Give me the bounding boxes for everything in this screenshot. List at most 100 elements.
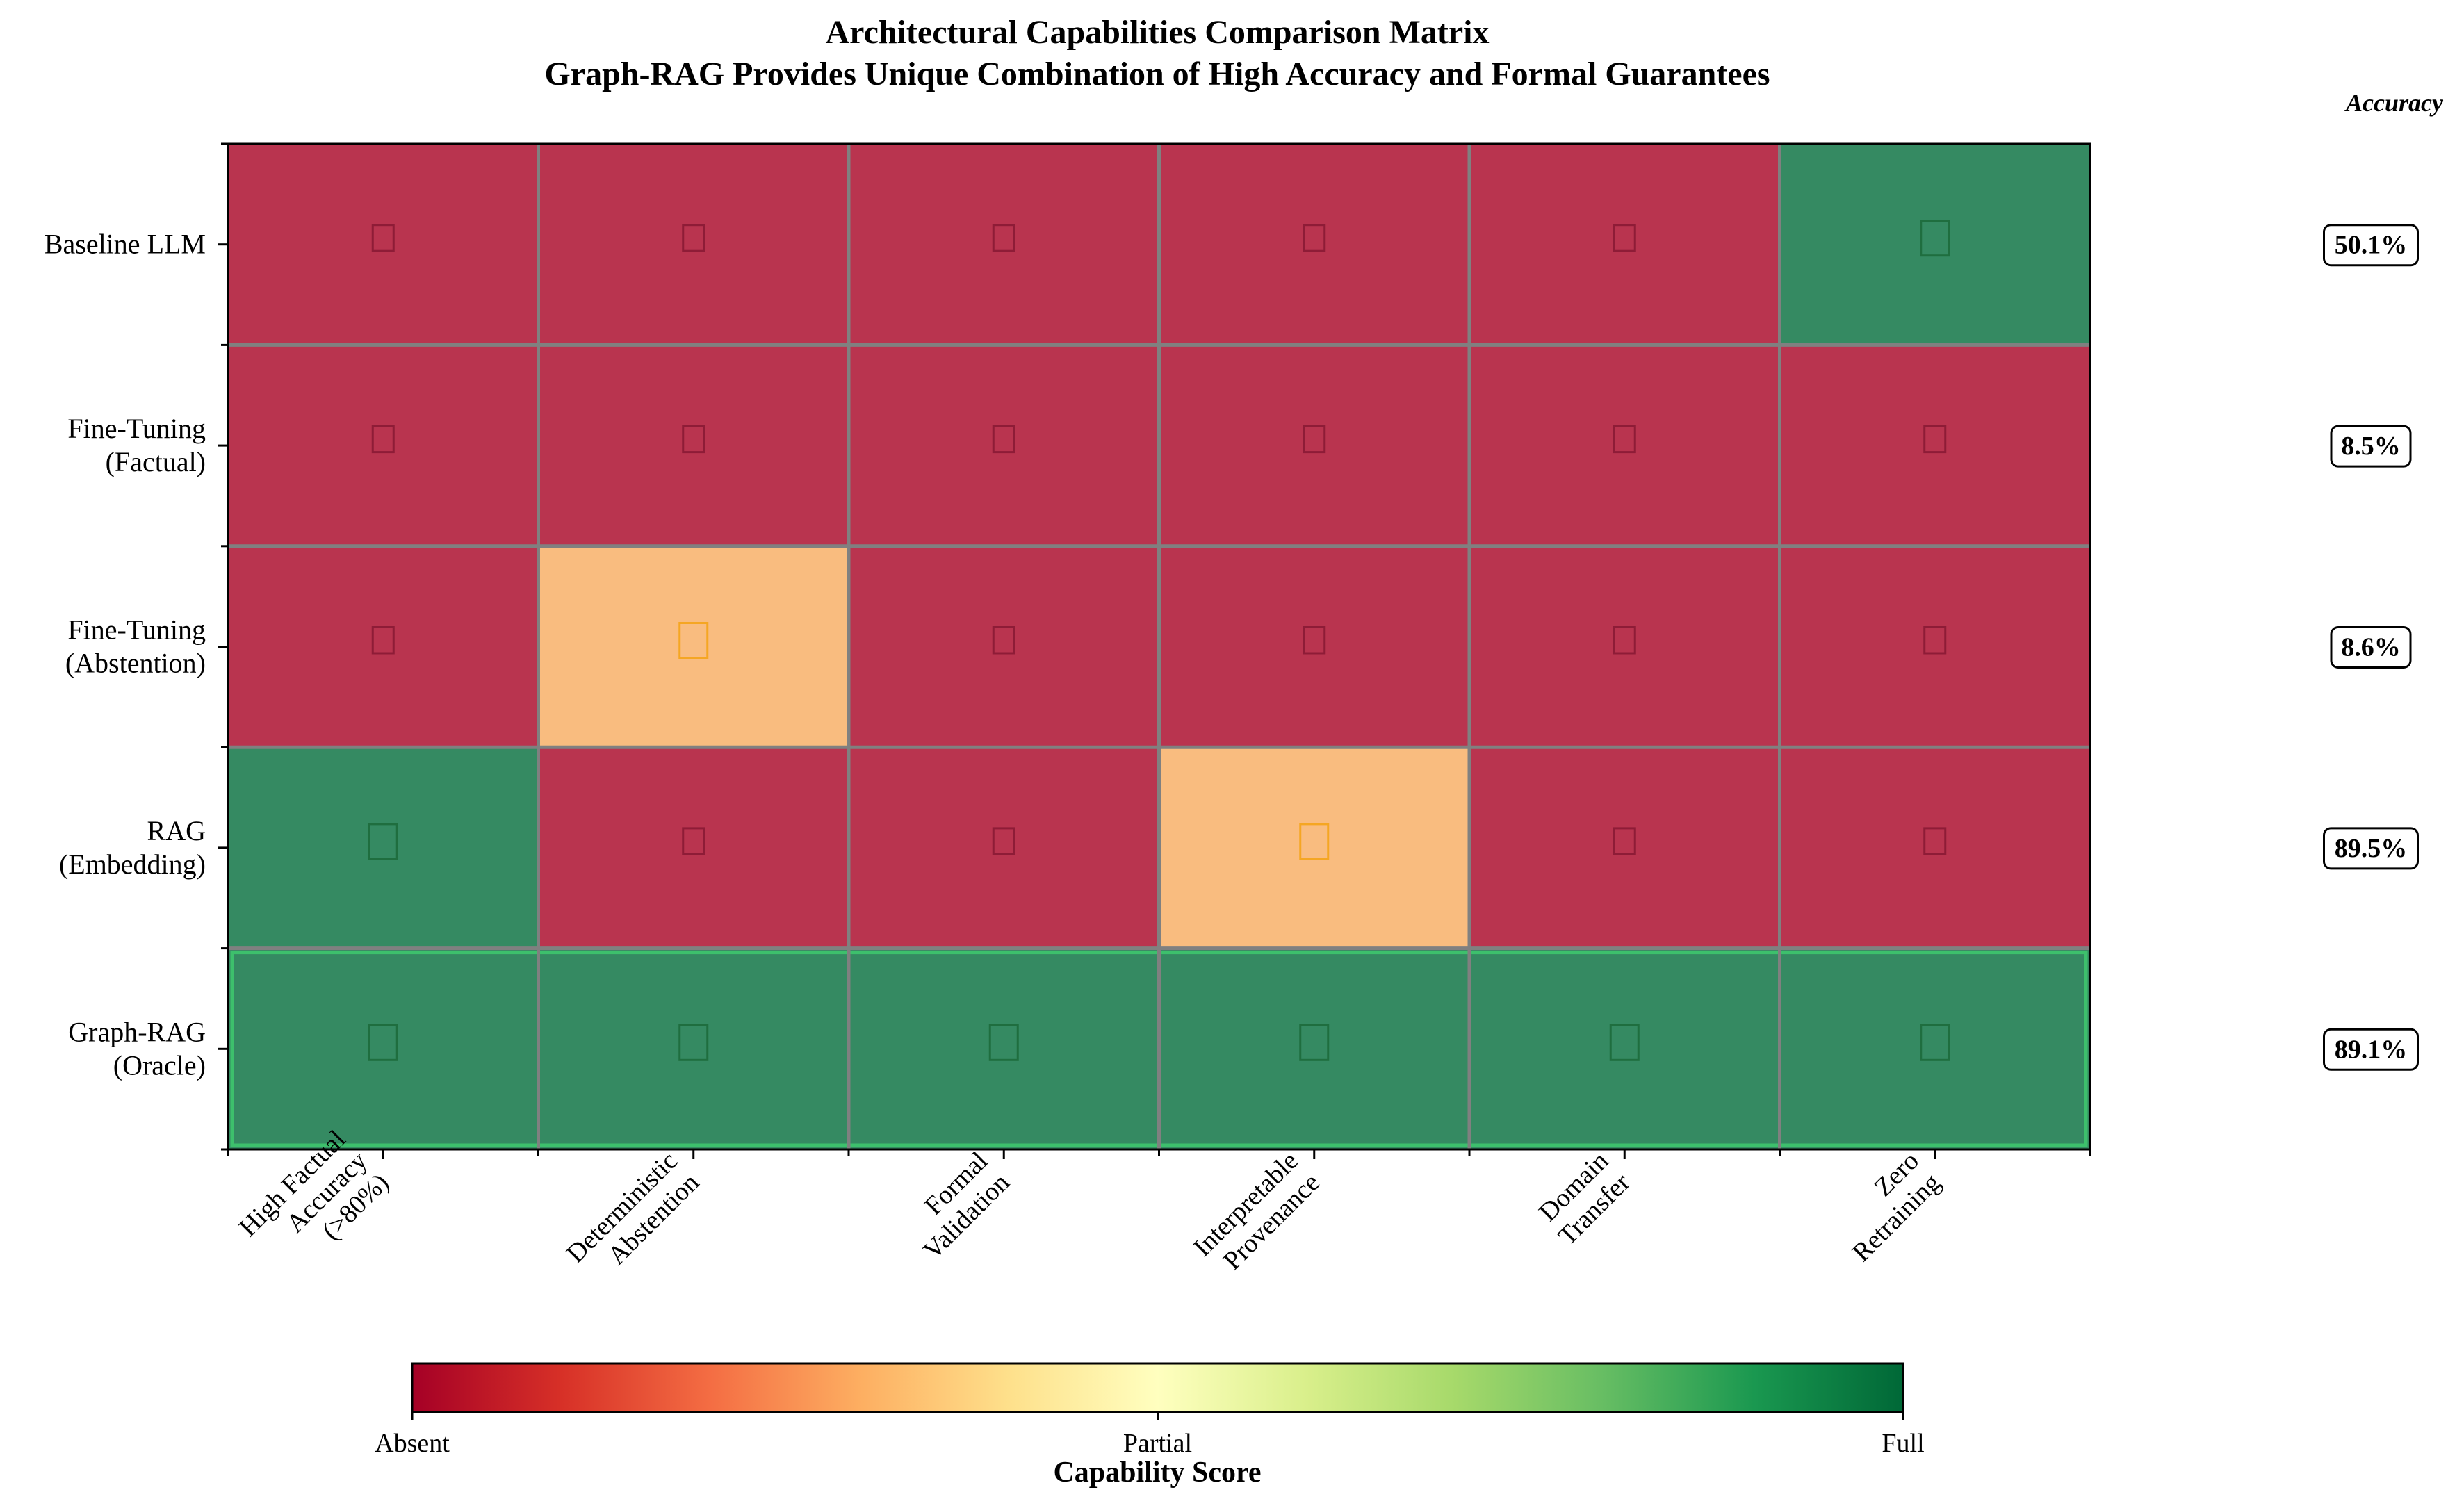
- cell-status-mark: [988, 1024, 1019, 1061]
- cell-status-mark: [1299, 823, 1330, 860]
- cell-status-mark: [1923, 626, 1947, 655]
- heatmap-cell: [849, 747, 1159, 949]
- cell-status-mark: [371, 224, 395, 252]
- heatmap-cell: [228, 546, 539, 748]
- heatmap-cell: [228, 948, 539, 1149]
- colorbar-tick-label: Full: [1882, 1429, 1924, 1458]
- heatmap-cell: [1779, 546, 2090, 748]
- cell-status-mark: [1303, 626, 1326, 655]
- cell-status-mark: [371, 626, 395, 655]
- heatmap-cell: [1159, 948, 1469, 1149]
- row-label: Fine-Tuning (Factual): [67, 413, 206, 477]
- cell-status-mark: [682, 827, 705, 855]
- colorbar-ticks: Absent Partial Full: [375, 1412, 1925, 1458]
- heatmap-axes: [218, 142, 2091, 1159]
- chart-title: Architectural Capabilities Comparison Ma…: [825, 14, 1489, 51]
- cell-status-mark: [1299, 1024, 1330, 1061]
- row-label-line: (Abstention): [65, 648, 206, 679]
- heatmap-cell: [1469, 747, 1780, 949]
- cell-status-mark: [1613, 224, 1636, 252]
- cell-status-mark: [1303, 224, 1326, 252]
- heatmap-cell: [538, 345, 849, 546]
- heatmap-cell: [1159, 144, 1469, 345]
- accuracy-value: 89.5%: [2335, 834, 2408, 863]
- accuracy-badge: [2323, 1028, 2419, 1071]
- colorbar-title: Capability Score: [1053, 1457, 1261, 1489]
- cell-status-mark: [371, 425, 395, 454]
- heatmap-cell: [1469, 546, 1780, 748]
- heatmap-cell: [538, 144, 849, 345]
- heatmap-cell: [849, 144, 1159, 345]
- heatmap-grid: [228, 144, 2090, 1149]
- colorbar-tick-label: Partial: [1123, 1429, 1192, 1458]
- row-label-line: RAG: [147, 815, 206, 846]
- cell-status-mark: [1613, 425, 1636, 454]
- heatmap-cell: [1159, 747, 1469, 949]
- accuracy-badge: [2330, 425, 2412, 468]
- colorbar-gradient: [411, 1362, 1904, 1413]
- accuracy-labels: 50.1% 8.5% 8.6% 89.5% 89.1%: [2323, 224, 2419, 1071]
- cell-status-mark: [1613, 626, 1636, 655]
- accuracy-value: 89.1%: [2335, 1035, 2408, 1064]
- heatmap-cell: [1779, 747, 2090, 949]
- colorbar-tick-label: Absent: [375, 1429, 450, 1458]
- heatmap-cell: [1469, 345, 1780, 546]
- cell-status-mark: [992, 224, 1015, 252]
- heatmap-cell: [1779, 948, 2090, 1149]
- heatmap-cell: [228, 345, 539, 546]
- accuracy-column-header: Accuracy: [2344, 89, 2444, 117]
- cell-status-mark: [1303, 425, 1326, 454]
- heatmap-cells: [228, 144, 2090, 1149]
- row-label-line: (Embedding): [59, 849, 206, 880]
- heatmap-cell: [538, 747, 849, 949]
- colorbar: Absent Partial Full Capability Score: [375, 1362, 1925, 1489]
- heatmap-cell: [849, 546, 1159, 748]
- accuracy-value: 8.5%: [2341, 432, 2401, 461]
- heatmap-cell: [1159, 345, 1469, 546]
- cell-status-mark: [682, 425, 705, 454]
- row-label: Graph-RAG (Oracle): [68, 1016, 206, 1081]
- row-label-line: Baseline LLM: [44, 229, 206, 260]
- cell-status-mark: [368, 823, 398, 860]
- heatmap-cell: [849, 345, 1159, 546]
- row-label-line: (Oracle): [113, 1049, 206, 1081]
- accuracy-value: 8.6%: [2341, 633, 2401, 662]
- row-label-line: Fine-Tuning: [67, 413, 206, 444]
- row-label-line: Fine-Tuning: [67, 614, 206, 646]
- accuracy-badge: [2323, 827, 2419, 870]
- cell-status-mark: [1920, 220, 1950, 257]
- cell-status-mark: [678, 622, 709, 659]
- heatmap-cell: [1469, 144, 1780, 345]
- cell-status-mark: [992, 425, 1015, 454]
- heatmap-cell: [1779, 144, 2090, 345]
- heatmap-cell: [1469, 948, 1780, 1149]
- row-label-line: (Factual): [106, 446, 206, 477]
- chart-subtitle: Graph-RAG Provides Unique Combination of…: [544, 56, 1770, 92]
- cell-status-mark: [1923, 827, 1947, 855]
- accuracy-badge: [2323, 224, 2419, 267]
- cell-status-mark: [368, 1024, 398, 1061]
- row-label: Fine-Tuning (Abstention): [65, 614, 206, 679]
- row-label: Baseline LLM: [44, 229, 206, 260]
- cell-status-mark: [1923, 425, 1947, 454]
- cell-status-mark: [1613, 827, 1636, 855]
- accuracy-badge: [2330, 626, 2412, 669]
- heatmap-cell: [538, 546, 849, 748]
- heatmap-cell: [228, 747, 539, 949]
- cell-status-mark: [992, 626, 1015, 655]
- heatmap-cell: [228, 144, 539, 345]
- row-label: RAG (Embedding): [59, 815, 206, 880]
- accuracy-value: 50.1%: [2335, 231, 2408, 260]
- cell-status-mark: [992, 827, 1015, 855]
- cell-status-mark: [1920, 1024, 1950, 1061]
- row-label-line: Graph-RAG: [68, 1016, 206, 1047]
- heatmap-cell: [1779, 345, 2090, 546]
- cell-status-mark: [682, 224, 705, 252]
